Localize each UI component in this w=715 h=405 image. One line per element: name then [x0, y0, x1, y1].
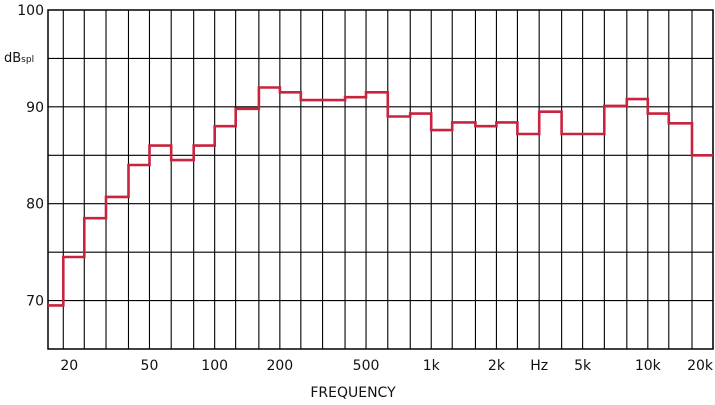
y-tick-label: 90 — [26, 100, 44, 116]
x-tick-label: 5k — [574, 358, 592, 374]
x-tick-label: 10k — [635, 358, 662, 374]
plot-frame — [47, 9, 714, 350]
x-tick-label: 500 — [353, 358, 380, 374]
grid-lines — [48, 9, 714, 350]
y-axis-unit-label: dBspl — [4, 51, 34, 66]
x-tick-label: 20k — [687, 358, 714, 374]
x-tick-label: 100 — [201, 358, 228, 374]
y-axis-unit-subscript: spl — [21, 55, 34, 65]
y-tick-label: 70 — [26, 294, 44, 310]
y-tick-label: 100 — [17, 3, 44, 19]
x-tick-label: 1k — [423, 358, 441, 374]
response-line — [48, 86, 713, 307]
y-tick-labels: 70 80 90 100 — [17, 3, 44, 310]
x-axis-title: FREQUENCY — [310, 385, 396, 401]
x-tick-label: 50 — [141, 358, 159, 374]
x-tick-label: 2k — [488, 358, 506, 374]
x-tick-label: Hz — [530, 358, 548, 374]
x-tick-labels: 20 50 100 200 500 1k 2k Hz 5k 10k 20k — [60, 358, 714, 374]
x-tick-label: 20 — [60, 358, 78, 374]
y-tick-label: 80 — [26, 197, 44, 213]
x-tick-label: 200 — [266, 358, 293, 374]
y-axis-unit-main: dB — [4, 51, 21, 66]
